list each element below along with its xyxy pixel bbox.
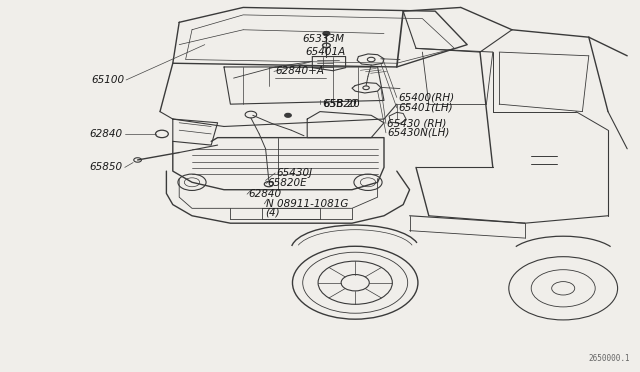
Text: 65430N(LH): 65430N(LH): [387, 128, 449, 138]
Text: 65820E: 65820E: [268, 179, 307, 188]
Circle shape: [285, 113, 291, 117]
Text: 65401A: 65401A: [305, 47, 346, 57]
Text: 65400(RH): 65400(RH): [398, 93, 454, 102]
Text: 65401(LH): 65401(LH): [398, 103, 452, 113]
Text: 62840: 62840: [90, 129, 123, 139]
Text: 62840: 62840: [248, 189, 282, 199]
Text: 65333M: 65333M: [302, 34, 344, 44]
Text: 65Β20: 65Β20: [323, 99, 357, 109]
Text: 65100: 65100: [92, 75, 125, 85]
Text: 62840+A: 62840+A: [275, 67, 324, 76]
Text: 65430J: 65430J: [276, 168, 312, 178]
Text: 65430 (RH): 65430 (RH): [387, 119, 447, 128]
Text: N 08911-1081G: N 08911-1081G: [266, 199, 348, 209]
Circle shape: [323, 32, 330, 35]
Text: 2650000.1: 2650000.1: [589, 354, 630, 363]
Circle shape: [323, 32, 330, 35]
Text: 65Β 20: 65Β 20: [323, 99, 360, 109]
Text: (4): (4): [266, 208, 280, 218]
Text: 65850: 65850: [90, 163, 123, 172]
